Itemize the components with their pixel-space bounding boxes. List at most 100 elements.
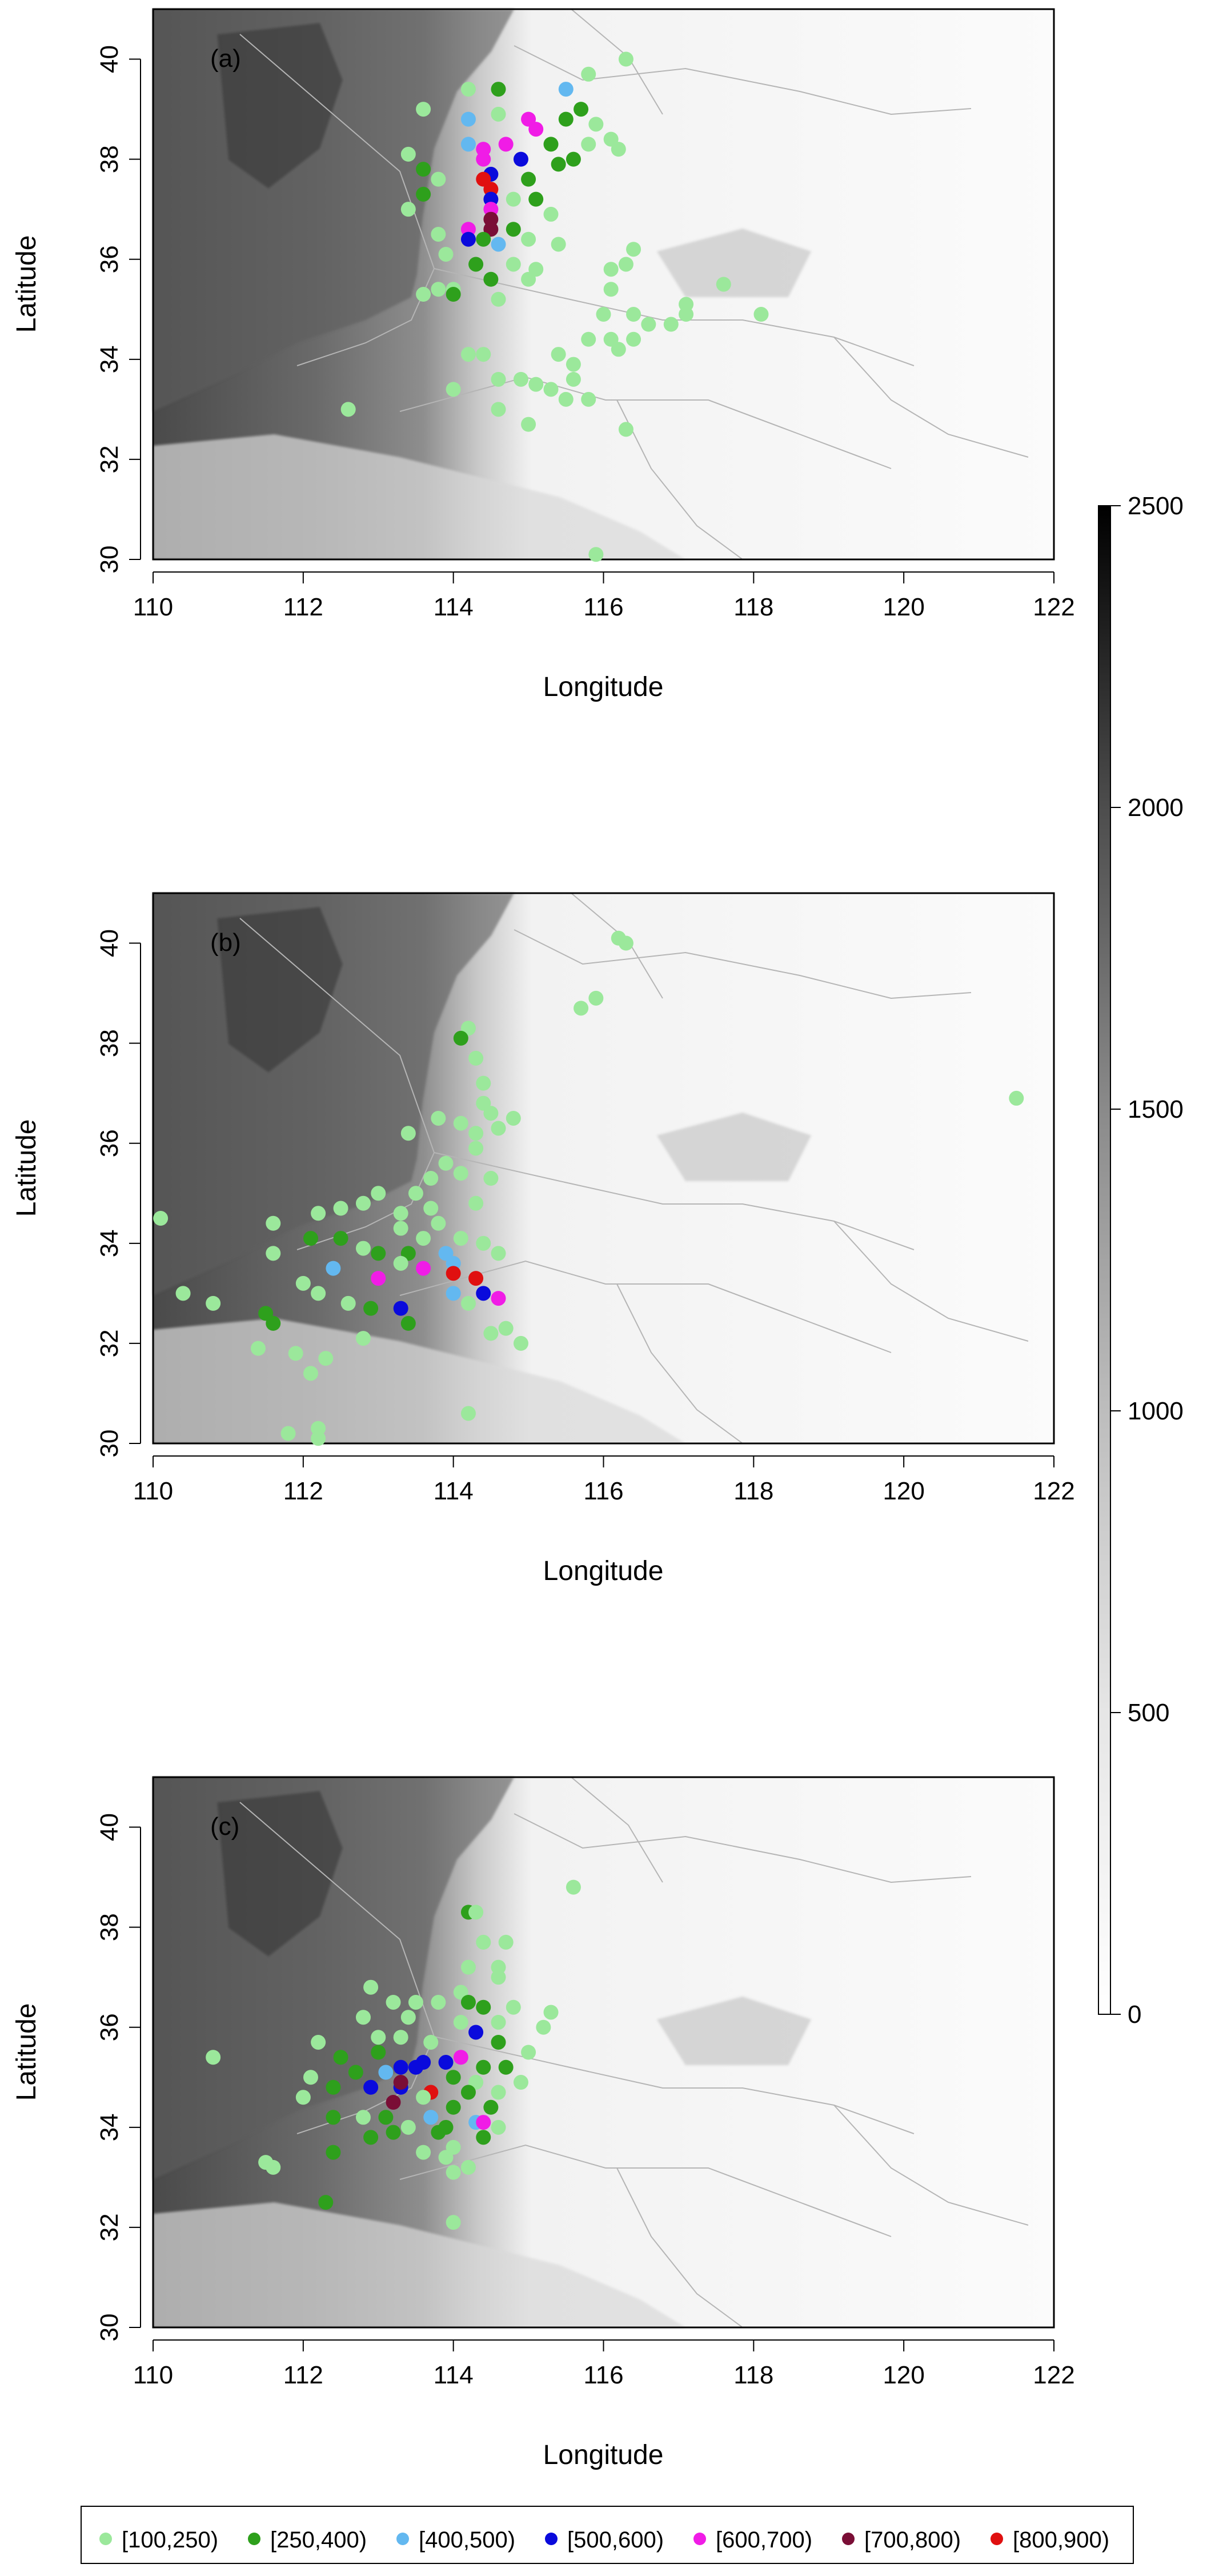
legend-label: [800,900) bbox=[1013, 2527, 1109, 2553]
station-point bbox=[393, 2059, 408, 2075]
station-point bbox=[446, 2070, 461, 2085]
panel-a-x-axis: 110 112 114 116 118 120 122 bbox=[133, 571, 1075, 621]
panel-b-xlabel: Longitude bbox=[543, 1556, 664, 1586]
x-tick-label: 122 bbox=[1033, 593, 1074, 621]
station-point bbox=[506, 257, 521, 272]
station-point bbox=[311, 1206, 326, 1221]
station-point bbox=[506, 222, 521, 237]
station-point bbox=[581, 137, 596, 152]
station-point bbox=[446, 2215, 461, 2230]
station-point bbox=[626, 242, 641, 257]
station-point bbox=[626, 331, 641, 347]
station-point bbox=[460, 2085, 476, 2100]
legend-marker bbox=[842, 2533, 855, 2545]
y-tick-label: 32 bbox=[95, 445, 123, 473]
panel-b-x-axis: 110 112 114 116 118 120 122 bbox=[133, 1455, 1075, 1505]
station-point bbox=[468, 257, 484, 272]
station-point bbox=[543, 2005, 559, 2020]
station-point bbox=[153, 1211, 169, 1226]
station-point bbox=[431, 1994, 446, 2010]
station-point bbox=[566, 1879, 581, 1895]
station-point bbox=[1009, 1090, 1024, 1106]
station-point bbox=[581, 391, 596, 407]
legend-marker bbox=[545, 2533, 558, 2545]
station-point bbox=[340, 1295, 356, 1311]
panel-a-ylabel: Latitude bbox=[11, 235, 42, 333]
station-point bbox=[551, 347, 566, 362]
station-point bbox=[483, 1326, 499, 1341]
panel-a-south-hills bbox=[153, 434, 685, 559]
station-point bbox=[551, 237, 566, 252]
station-point bbox=[318, 2195, 334, 2210]
station-point bbox=[588, 547, 604, 562]
station-point bbox=[536, 2019, 551, 2035]
station-point bbox=[566, 151, 581, 167]
station-point bbox=[476, 2059, 491, 2075]
station-point bbox=[460, 2159, 476, 2175]
station-point bbox=[333, 1231, 348, 1246]
station-point bbox=[363, 1979, 379, 1995]
station-point bbox=[400, 2119, 416, 2135]
station-point bbox=[513, 151, 528, 167]
y-tick-label: 34 bbox=[95, 1229, 123, 1257]
station-point bbox=[378, 2110, 394, 2125]
x-tick-label: 110 bbox=[133, 1477, 173, 1505]
station-point bbox=[431, 2125, 446, 2140]
colorbar-tick-label: 0 bbox=[1128, 2001, 1141, 2029]
station-point bbox=[663, 317, 679, 332]
station-point bbox=[206, 2050, 221, 2065]
station-point bbox=[491, 1970, 506, 1985]
station-point bbox=[491, 82, 506, 97]
station-point bbox=[483, 271, 499, 287]
x-tick-label: 122 bbox=[1033, 2361, 1074, 2389]
station-point bbox=[468, 1271, 484, 1286]
colorbar-tick-label: 500 bbox=[1128, 1699, 1169, 1727]
station-point bbox=[431, 1110, 446, 1126]
station-point bbox=[393, 1301, 408, 1316]
legend-label: [400,500) bbox=[419, 2527, 515, 2553]
station-point bbox=[460, 1406, 476, 1421]
station-point bbox=[280, 1426, 296, 1441]
station-point bbox=[513, 2075, 528, 2090]
panel-c-shandong-hills bbox=[657, 1997, 811, 2065]
station-point bbox=[491, 2119, 506, 2135]
station-point bbox=[476, 2130, 491, 2145]
station-point bbox=[371, 1271, 386, 1286]
station-point bbox=[295, 1275, 311, 1291]
station-point bbox=[551, 157, 566, 172]
station-point bbox=[400, 2010, 416, 2025]
station-point bbox=[679, 307, 694, 322]
station-point bbox=[491, 2034, 506, 2050]
station-point bbox=[491, 2014, 506, 2030]
panel-c: (c) 110 112 114 116 118 120 122 30 32 34 36 38 40 L… bbox=[11, 1776, 1075, 2470]
y-tick-label: 40 bbox=[95, 45, 123, 73]
station-point bbox=[574, 1001, 589, 1016]
station-point bbox=[506, 191, 521, 207]
station-point bbox=[416, 2145, 431, 2160]
legend-entries: [100,250) [250,400) [400,500) [500,600) [600… bbox=[99, 2527, 1109, 2553]
station-point bbox=[588, 117, 604, 132]
station-point bbox=[333, 1201, 348, 1216]
station-point bbox=[543, 382, 559, 397]
panel-b-shandong-hills bbox=[657, 1113, 811, 1181]
station-point bbox=[483, 2099, 499, 2115]
panel-a-y-axis: 30 32 34 36 38 40 bbox=[95, 45, 141, 573]
x-tick-label: 116 bbox=[583, 593, 623, 621]
station-point bbox=[206, 1295, 221, 1311]
panel-c-terrain bbox=[153, 1777, 811, 2327]
station-point bbox=[416, 1261, 431, 1276]
x-tick-label: 118 bbox=[733, 593, 773, 621]
station-point bbox=[491, 1291, 506, 1306]
panel-a-stations bbox=[340, 51, 769, 562]
colorbar-tick-label: 2000 bbox=[1128, 794, 1184, 822]
station-point bbox=[355, 1241, 371, 1256]
station-point bbox=[528, 191, 544, 207]
station-point bbox=[250, 1341, 266, 1356]
station-point bbox=[543, 137, 559, 152]
station-point bbox=[340, 402, 356, 417]
station-point bbox=[618, 422, 633, 437]
station-point bbox=[558, 82, 574, 97]
station-point bbox=[498, 2059, 514, 2075]
station-point bbox=[288, 1346, 303, 1361]
